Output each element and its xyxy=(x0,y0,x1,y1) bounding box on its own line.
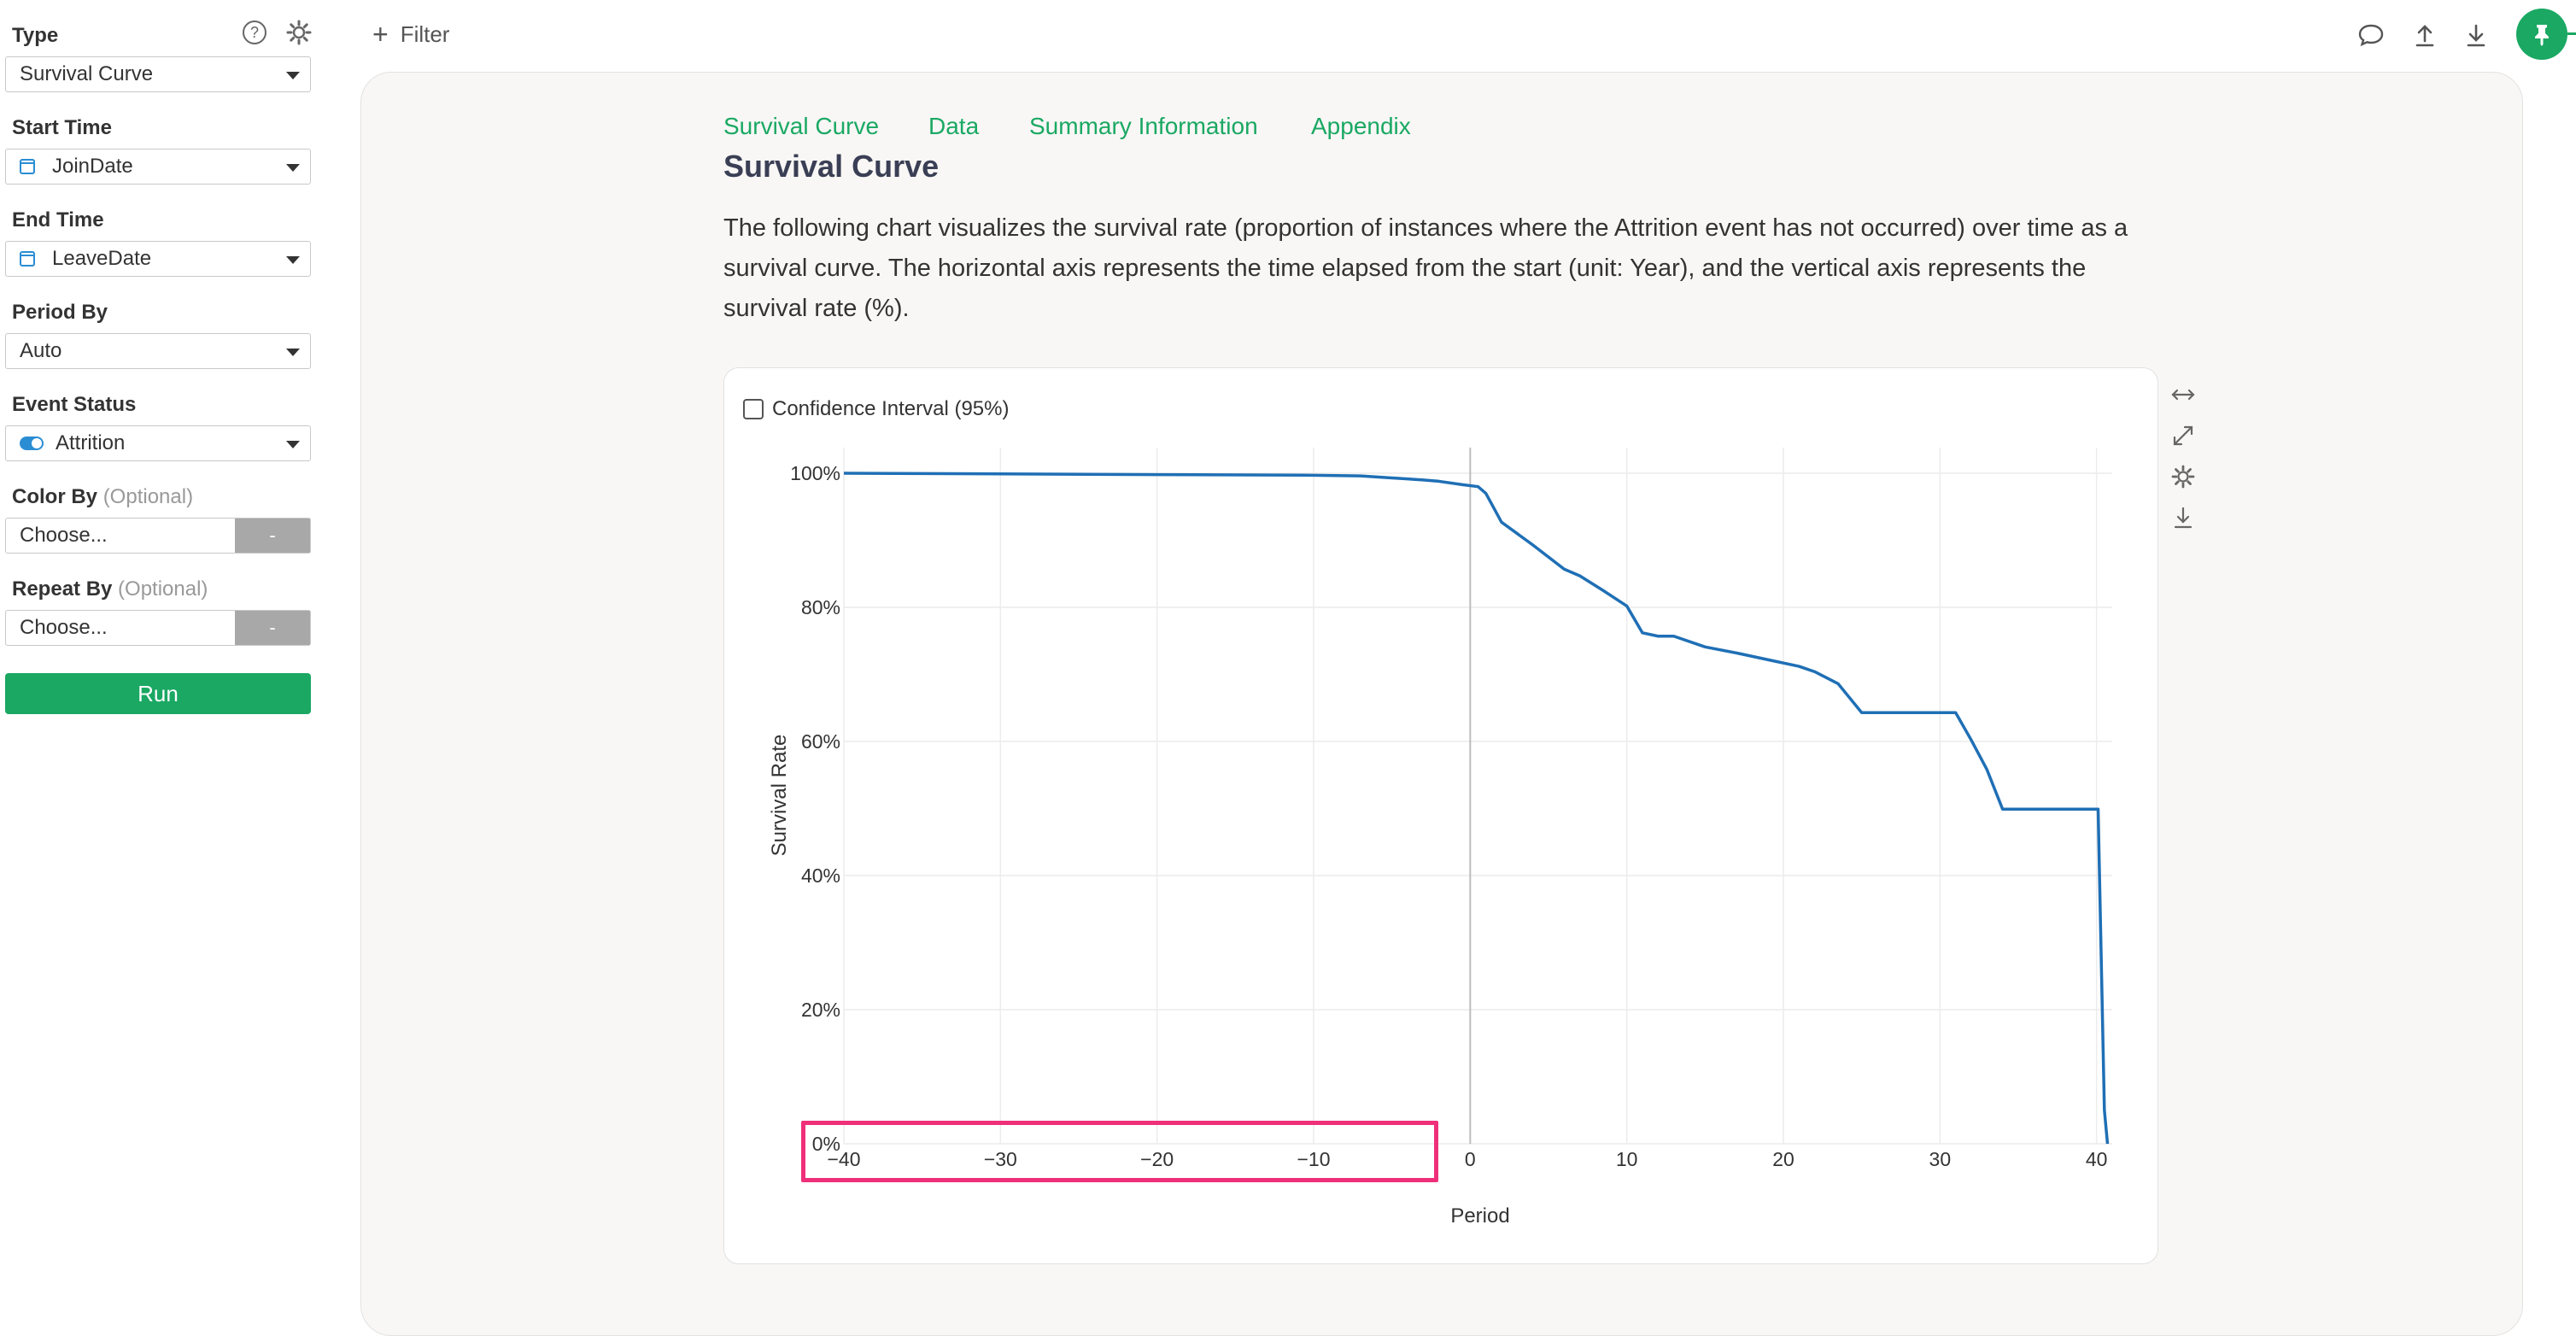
toggle-icon xyxy=(20,437,44,450)
y-tick-label: 40% xyxy=(801,864,840,887)
y-axis-title: Survival Rate xyxy=(768,735,791,857)
caret-down-icon xyxy=(286,349,300,356)
fullscreen-icon[interactable] xyxy=(2169,422,2197,449)
x-tick-label: −20 xyxy=(1140,1148,1174,1170)
repeat-by-label: Repeat By (Optional) xyxy=(12,577,208,601)
confidence-interval-label: Confidence Interval (95%) xyxy=(772,397,1010,420)
caret-down-icon xyxy=(286,164,300,172)
edge-indicator xyxy=(2567,32,2576,35)
color-by-label: Color By (Optional) xyxy=(12,485,193,509)
color-by-optional: (Optional) xyxy=(102,485,194,508)
gear-icon[interactable] xyxy=(285,19,313,46)
repeat-by-optional: (Optional) xyxy=(118,577,208,601)
type-select-value: Survival Curve xyxy=(20,62,154,85)
chart-description: The following chart visualizes the survi… xyxy=(723,214,2128,322)
end-time-select[interactable]: LeaveDate xyxy=(5,241,311,277)
tab-summary-information[interactable]: Summary Information xyxy=(1029,113,1258,139)
start-time-label: Start Time xyxy=(12,116,112,139)
repeat-by-clear-button[interactable]: - xyxy=(235,611,310,645)
type-select[interactable]: Survival Curve xyxy=(5,56,311,92)
help-icon[interactable]: ? xyxy=(243,21,266,44)
type-label: Type xyxy=(12,24,59,47)
gear-icon[interactable] xyxy=(2169,463,2197,490)
repeat-by-label-text: Repeat By xyxy=(12,577,113,601)
caret-down-icon xyxy=(286,256,300,264)
y-tick-label: 80% xyxy=(801,596,840,618)
x-axis-title: Period xyxy=(1450,1204,1509,1228)
repeat-by-value: Choose... xyxy=(20,616,108,639)
repeat-by-select[interactable]: Choose... - xyxy=(5,610,311,646)
x-tick-label: −40 xyxy=(827,1148,860,1170)
tab-data[interactable]: Data xyxy=(928,113,980,139)
calendar-icon xyxy=(20,159,35,174)
download-icon[interactable] xyxy=(2462,21,2491,50)
confidence-interval-toggle[interactable]: Confidence Interval (95%) xyxy=(743,397,1009,421)
period-by-label: Period By xyxy=(12,301,108,324)
x-tick-label: 20 xyxy=(1772,1148,1794,1170)
y-tick-label: 100% xyxy=(790,462,840,484)
event-status-label: Event Status xyxy=(12,393,137,416)
y-tick-label: 20% xyxy=(801,999,840,1021)
sidebar: Type ? Survival Curve Start Time JoinDat… xyxy=(0,0,325,1274)
survival-series-line xyxy=(843,472,2110,1145)
chart-card: Confidence Interval (95%) 0% 20% 40% 60% 80%… xyxy=(723,367,2158,1264)
period-by-value: Auto xyxy=(20,339,62,362)
start-time-value: JoinDate xyxy=(52,155,133,178)
expand-horizontal-icon[interactable] xyxy=(2169,381,2197,408)
filter-button[interactable]: + Filter xyxy=(372,21,449,48)
highlight-box xyxy=(801,1121,1438,1182)
run-button[interactable]: Run xyxy=(5,673,311,714)
color-by-clear-button[interactable]: - xyxy=(235,519,310,553)
upload-icon[interactable] xyxy=(2410,21,2439,50)
y-tick-label: 0% xyxy=(812,1133,840,1155)
x-tick-label: 10 xyxy=(1616,1148,1638,1170)
x-tick-label: 40 xyxy=(2086,1148,2108,1170)
x-tick-label: −10 xyxy=(1297,1148,1330,1170)
color-by-value: Choose... xyxy=(20,524,108,547)
start-time-select[interactable]: JoinDate xyxy=(5,149,311,185)
pin-button[interactable] xyxy=(2516,9,2567,60)
tab-appendix[interactable]: Appendix xyxy=(1311,113,1411,139)
calendar-icon xyxy=(20,251,35,267)
caret-down-icon xyxy=(286,72,300,79)
color-by-label-text: Color By xyxy=(12,485,98,508)
x-tick-label: 30 xyxy=(1929,1148,1952,1170)
caret-down-icon xyxy=(286,441,300,448)
event-status-select[interactable]: Attrition xyxy=(5,425,311,461)
x-tick-label: 0 xyxy=(1465,1148,1476,1170)
page-title: Survival Curve xyxy=(723,149,940,184)
filter-label: Filter xyxy=(400,21,450,47)
download-icon[interactable] xyxy=(2169,504,2197,531)
pin-icon xyxy=(2535,25,2549,46)
survival-curve-chart: 0% 20% 40% 60% 80% 100% −40 −30 −20 −10 0 10 20 30 40… xyxy=(768,448,2112,1228)
tab-survival-curve[interactable]: Survival Curve xyxy=(723,113,880,139)
event-status-value: Attrition xyxy=(56,431,126,454)
plus-icon: + xyxy=(372,19,389,50)
comment-icon[interactable] xyxy=(2356,21,2386,50)
confidence-interval-checkbox[interactable] xyxy=(743,399,764,419)
period-by-select[interactable]: Auto xyxy=(5,333,311,369)
end-time-label: End Time xyxy=(12,208,104,231)
color-by-select[interactable]: Choose... - xyxy=(5,518,311,554)
y-tick-label: 60% xyxy=(801,730,840,753)
end-time-value: LeaveDate xyxy=(52,247,152,270)
x-tick-label: −30 xyxy=(984,1148,1017,1170)
